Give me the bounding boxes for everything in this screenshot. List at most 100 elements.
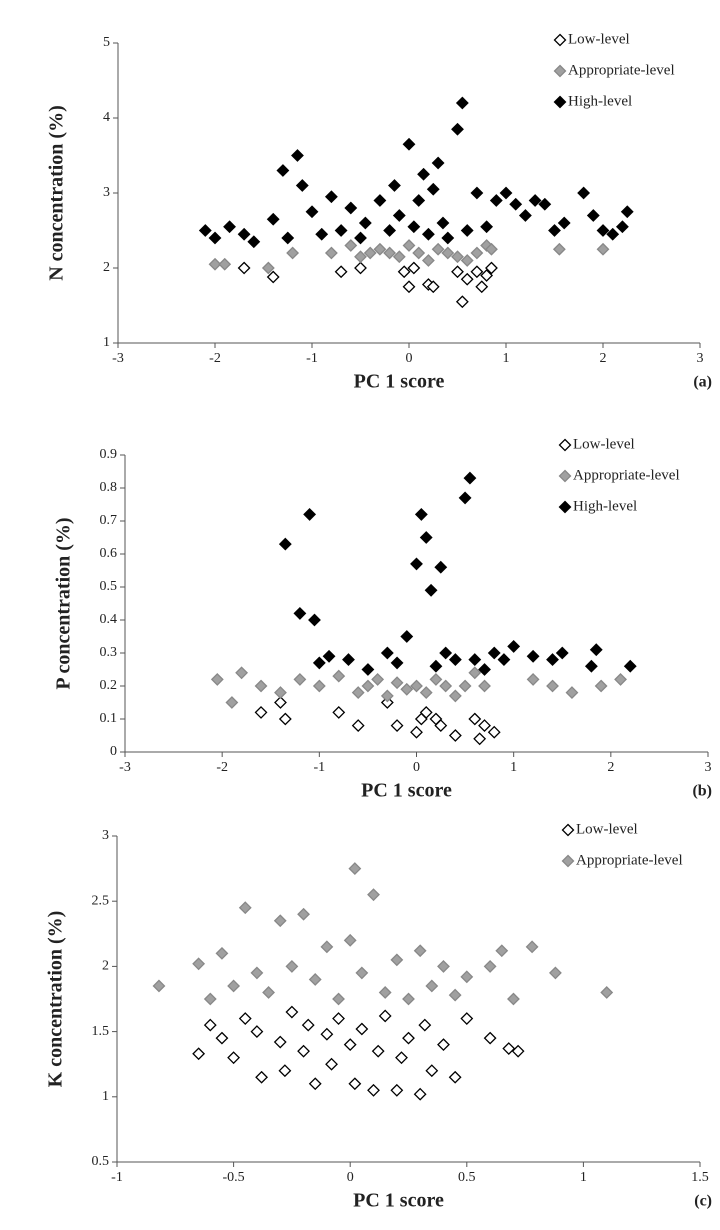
data-point bbox=[421, 532, 432, 543]
data-point bbox=[240, 902, 251, 913]
y-tick-label: 0.2 bbox=[100, 678, 118, 693]
data-point bbox=[625, 661, 636, 672]
data-point bbox=[298, 909, 309, 920]
data-point bbox=[489, 648, 500, 659]
data-point bbox=[423, 255, 434, 266]
data-point bbox=[310, 1078, 321, 1089]
legend-marker bbox=[560, 440, 571, 451]
data-point bbox=[304, 509, 315, 520]
data-point bbox=[498, 654, 509, 665]
data-point bbox=[277, 165, 288, 176]
x-axis-label: PC 1 score bbox=[361, 780, 452, 802]
data-point bbox=[153, 980, 164, 991]
data-point bbox=[263, 987, 274, 998]
data-point bbox=[200, 225, 211, 236]
data-point bbox=[508, 641, 519, 652]
data-point bbox=[226, 697, 237, 708]
y-tick-label: 0.5 bbox=[92, 1154, 110, 1169]
data-point bbox=[333, 671, 344, 682]
data-point bbox=[426, 980, 437, 991]
data-point bbox=[392, 677, 403, 688]
data-point bbox=[450, 1072, 461, 1083]
legend-label: Low-level bbox=[573, 436, 635, 452]
data-point bbox=[303, 1020, 314, 1031]
y-tick-label: 0.6 bbox=[100, 546, 118, 561]
data-point bbox=[391, 954, 402, 965]
data-point bbox=[236, 667, 247, 678]
data-point bbox=[256, 707, 267, 718]
data-point bbox=[596, 681, 607, 692]
x-tick-label: -1 bbox=[111, 1170, 123, 1185]
data-point bbox=[307, 206, 318, 217]
data-point bbox=[362, 681, 373, 692]
data-point bbox=[401, 631, 412, 642]
x-tick-label: -1 bbox=[313, 760, 325, 775]
data-point bbox=[239, 229, 250, 240]
data-point bbox=[428, 184, 439, 195]
data-point bbox=[280, 539, 291, 550]
panel-label: (b) bbox=[692, 783, 712, 800]
y-tick-label: 3 bbox=[103, 185, 110, 200]
data-point bbox=[527, 941, 538, 952]
data-point bbox=[292, 150, 303, 161]
data-point bbox=[368, 1085, 379, 1096]
x-tick-label: -2 bbox=[216, 760, 228, 775]
data-point bbox=[248, 236, 259, 247]
data-point bbox=[528, 674, 539, 685]
data-point bbox=[345, 935, 356, 946]
data-point bbox=[440, 681, 451, 692]
legend-label: Low-level bbox=[576, 821, 638, 837]
x-tick-label: 0 bbox=[413, 760, 420, 775]
data-point bbox=[485, 1033, 496, 1044]
data-point bbox=[481, 221, 492, 232]
x-tick-label: -0.5 bbox=[223, 1170, 245, 1185]
data-point bbox=[374, 195, 385, 206]
data-point bbox=[452, 124, 463, 135]
data-point bbox=[554, 244, 565, 255]
data-point bbox=[297, 180, 308, 191]
data-point bbox=[421, 687, 432, 698]
legend-label: Low-level bbox=[568, 31, 630, 47]
data-point bbox=[216, 948, 227, 959]
data-point bbox=[382, 690, 393, 701]
data-point bbox=[314, 681, 325, 692]
legend-marker bbox=[560, 502, 571, 513]
legend-label: Appropriate-level bbox=[576, 852, 683, 868]
data-point bbox=[404, 281, 415, 292]
y-axis-label: N concentration (%) bbox=[46, 105, 68, 281]
data-point bbox=[392, 657, 403, 668]
data-point bbox=[380, 1010, 391, 1021]
data-point bbox=[485, 961, 496, 972]
legend-label: High-level bbox=[568, 93, 632, 109]
x-tick-label: 3 bbox=[697, 351, 704, 366]
x-tick-label: 1.5 bbox=[691, 1170, 709, 1185]
data-point bbox=[469, 654, 480, 665]
data-point bbox=[588, 210, 599, 221]
data-point bbox=[336, 266, 347, 277]
data-point bbox=[345, 1039, 356, 1050]
data-point bbox=[437, 218, 448, 229]
y-tick-label: 4 bbox=[103, 110, 110, 125]
data-point bbox=[355, 233, 366, 244]
data-point bbox=[462, 274, 473, 285]
x-axis-label: PC 1 score bbox=[353, 1190, 444, 1212]
y-tick-label: 0.7 bbox=[100, 513, 118, 528]
data-point bbox=[501, 188, 512, 199]
data-point bbox=[240, 1013, 251, 1024]
data-point bbox=[457, 296, 468, 307]
x-tick-label: -1 bbox=[306, 351, 318, 366]
data-point bbox=[442, 233, 453, 244]
data-point bbox=[287, 248, 298, 259]
data-point bbox=[438, 1039, 449, 1050]
data-point bbox=[373, 1046, 384, 1057]
data-point bbox=[438, 961, 449, 972]
data-point bbox=[513, 1046, 524, 1057]
y-axis-label: P concentration (%) bbox=[53, 517, 75, 689]
data-point bbox=[309, 615, 320, 626]
data-point bbox=[355, 263, 366, 274]
legend-label: High-level bbox=[573, 498, 637, 514]
data-point bbox=[450, 654, 461, 665]
data-point bbox=[461, 971, 472, 982]
data-point bbox=[275, 1037, 286, 1048]
data-point bbox=[205, 994, 216, 1005]
